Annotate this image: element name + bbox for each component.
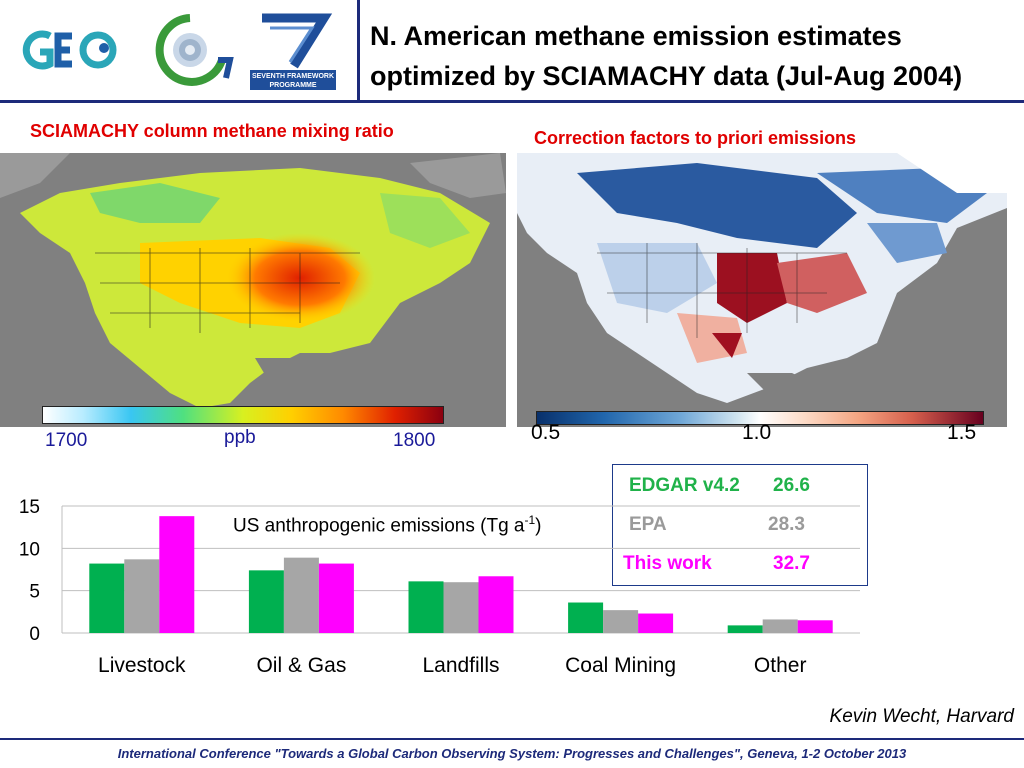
y-tick-label: 10 — [19, 539, 40, 560]
legend-name-this-work: This work — [623, 553, 712, 574]
legend-value-this-work: 32.7 — [773, 553, 810, 574]
colorbar-unit-label: ppb — [224, 427, 256, 448]
bar-edgar-v4-2 — [248, 570, 284, 633]
bar-this-work — [797, 620, 833, 633]
correction-map-graphic — [517, 153, 1007, 427]
bar-epa — [762, 619, 798, 633]
bar-epa — [283, 557, 319, 633]
correction-colorbar — [536, 411, 984, 425]
header-divider — [357, 0, 360, 100]
right-map-title: Correction factors to priori emissions — [534, 128, 857, 148]
page-title: N. American methane emission estimates o… — [370, 16, 1020, 96]
totals-legend: EDGAR v4.2 26.6 EPA 28.3 This work 32.7 — [612, 464, 868, 586]
title-line-1: N. American methane emission estimates — [370, 21, 902, 51]
methane-map-graphic — [0, 153, 506, 427]
legend-value-epa: 28.3 — [768, 514, 805, 535]
header-rule — [0, 100, 1024, 103]
emissions-bar-chart: 0 5 10 15 Livestock Oil & Gas Landfills Coal Mi… — [19, 497, 860, 677]
left-map-title: SCIAMACHY column methane mixing ratio — [30, 121, 394, 141]
methane-colorbar — [42, 406, 444, 424]
legend-name-edgar: EDGAR v4.2 — [629, 475, 740, 496]
fp7-text-line1: SEVENTH FRAMEWORK — [252, 73, 334, 80]
y-tick-label: 5 — [29, 582, 40, 603]
bar-epa — [124, 559, 160, 633]
correction-tick-2: 1.5 — [947, 421, 977, 444]
methane-mixing-ratio-map — [0, 153, 506, 427]
bar-this-work — [478, 576, 514, 633]
title-line-2: optimized by SCIAMACHY data (Jul-Aug 200… — [370, 61, 963, 91]
legend-name-epa: EPA — [629, 514, 667, 535]
conference-footer: International Conference "Towards a Glob… — [117, 746, 907, 761]
x-category-label: Livestock — [98, 654, 186, 677]
footer-rule — [0, 738, 1024, 740]
x-category-label: Coal Mining — [565, 654, 676, 677]
logo-bar: SEVENTH FRAMEWORK PROGRAMME — [0, 0, 358, 100]
author-credit: Kevin Wecht, Harvard — [829, 706, 1014, 727]
chart-title-sup: -1 — [524, 513, 536, 527]
x-category-label: Other — [754, 654, 807, 677]
chart-title-text: US anthropogenic emissions (Tg a — [233, 515, 525, 537]
gocart-swirl-logo — [155, 14, 234, 86]
bar-edgar-v4-2 — [568, 602, 604, 633]
geo-logo — [22, 30, 117, 70]
chart-title: US anthropogenic emissions (Tg a-1) — [233, 513, 541, 537]
bar-epa — [443, 582, 479, 633]
bar-edgar-v4-2 — [408, 581, 444, 633]
correction-factor-map — [517, 153, 1007, 427]
x-category-label: Oil & Gas — [256, 654, 346, 677]
correction-tick-1: 1.0 — [742, 421, 772, 444]
bar-this-work — [318, 563, 354, 633]
colorbar-min-label: 1700 — [45, 430, 88, 451]
colorbar-max-label: 1800 — [393, 430, 436, 451]
chart-title-end: ) — [535, 515, 542, 537]
x-category-label: Landfills — [422, 654, 499, 677]
legend-value-edgar: 26.6 — [773, 475, 810, 496]
bar-edgar-v4-2 — [727, 625, 763, 633]
y-tick-label: 0 — [29, 624, 40, 645]
y-tick-label: 15 — [19, 497, 40, 518]
bar-epa — [603, 610, 639, 633]
fp7-text-line2: PROGRAMME — [269, 82, 316, 89]
bar-edgar-v4-2 — [89, 563, 125, 633]
bar-this-work — [159, 516, 195, 633]
bar-this-work — [638, 613, 674, 633]
seventh-framework-programme-logo: SEVENTH FRAMEWORK PROGRAMME — [250, 13, 336, 90]
logos-graphic: SEVENTH FRAMEWORK PROGRAMME — [22, 13, 336, 90]
correction-tick-0: 0.5 — [531, 421, 561, 444]
